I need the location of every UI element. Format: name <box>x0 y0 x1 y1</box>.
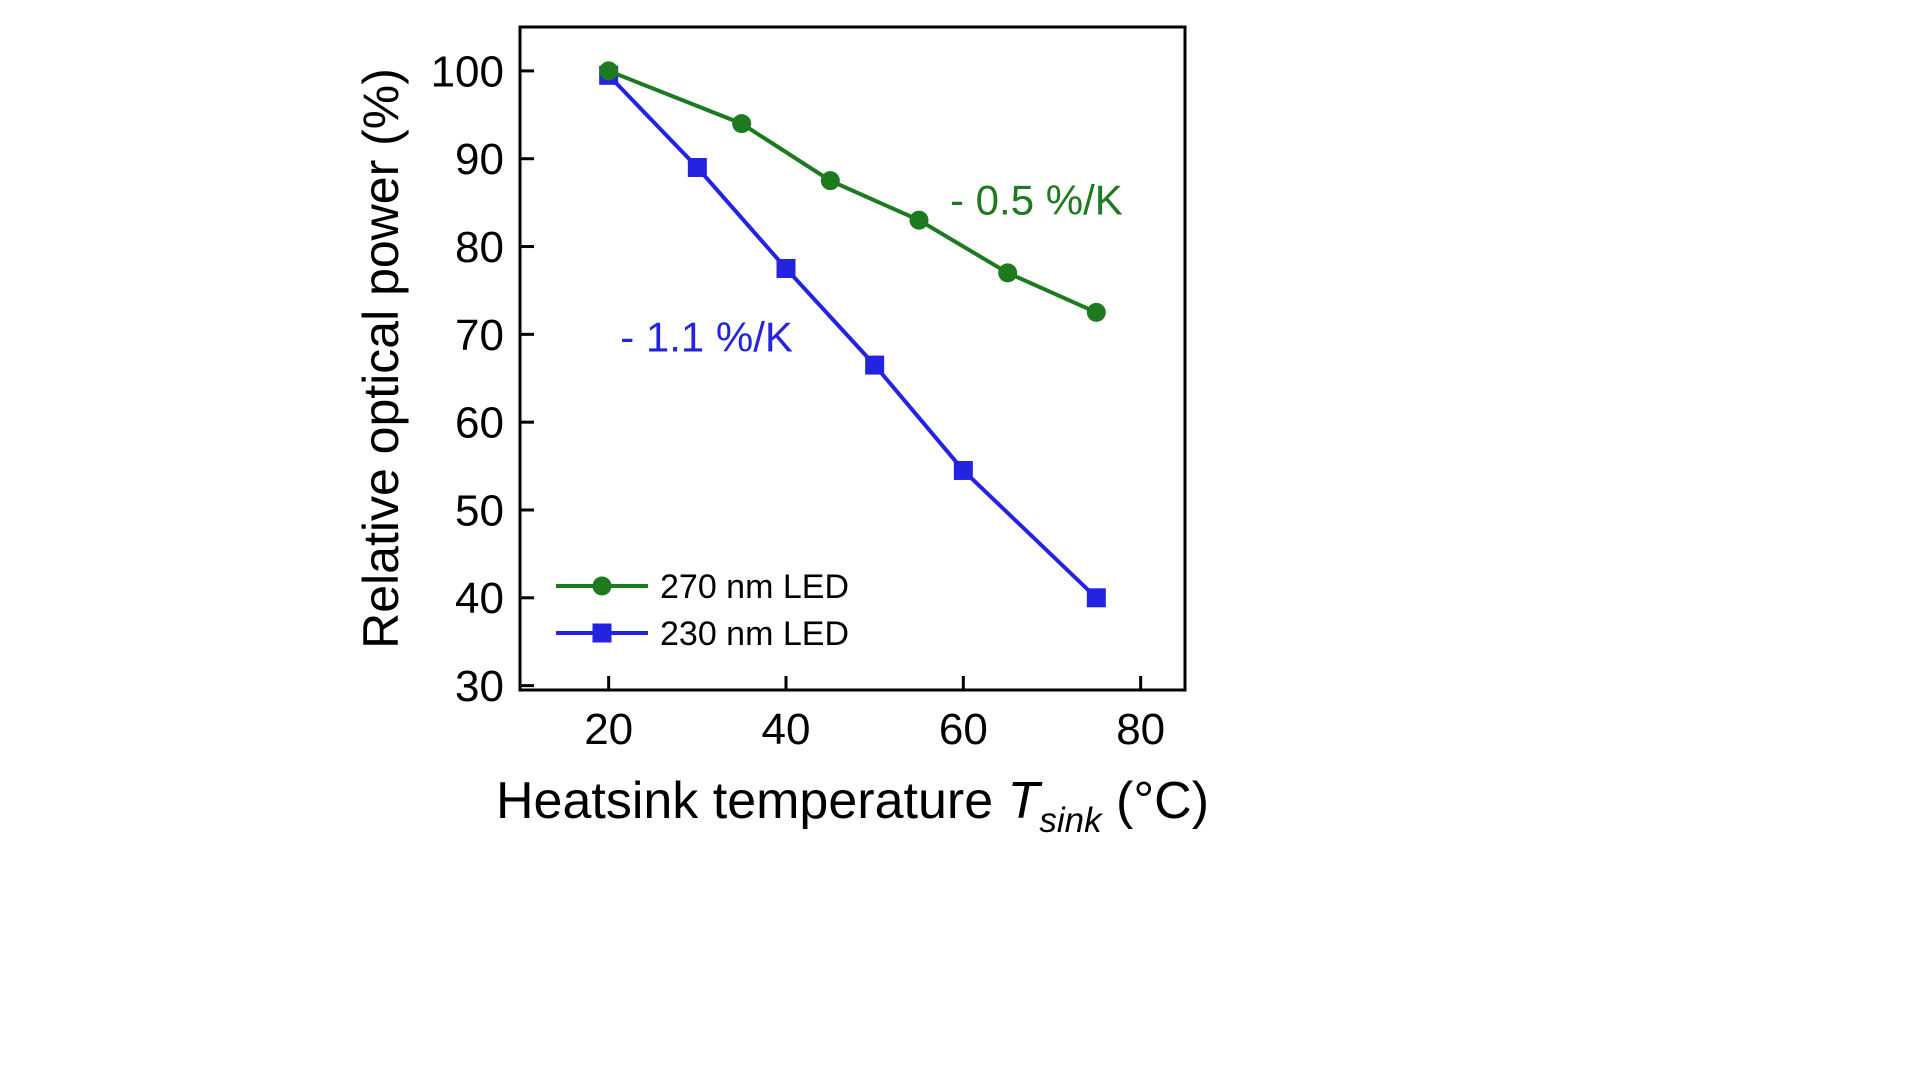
slope-annotation: - 1.1 %/K <box>620 314 793 361</box>
x-tick-label: 80 <box>1116 705 1165 754</box>
legend-label: 270 nm LED <box>660 568 849 606</box>
series-line <box>607 73 1098 600</box>
x-tick-label: 60 <box>939 705 988 754</box>
y-axis: 30 40 50 60 70 80 90 100 <box>431 47 534 711</box>
data-point-square <box>687 158 707 178</box>
data-point-circle <box>820 171 840 191</box>
data-point-square <box>865 355 885 375</box>
data-point-circle <box>1086 302 1106 322</box>
y-axis-title: Relative optical power (%) <box>353 68 409 649</box>
legend-marker-square <box>592 623 612 643</box>
x-tick-label: 40 <box>762 705 811 754</box>
y-tick-label: 70 <box>455 311 504 360</box>
data-point-square <box>953 460 973 480</box>
series-270-nm-led <box>599 61 1106 322</box>
y-tick-label: 80 <box>455 223 504 272</box>
series-line <box>607 69 1098 315</box>
slope-annotation: - 0.5 %/K <box>950 177 1123 224</box>
legend: 270 nm LED 230 nm LED <box>556 568 849 653</box>
y-tick-label: 50 <box>455 486 504 535</box>
annotations: - 0.5 %/K - 1.1 %/K <box>620 177 1123 361</box>
x-axis-title: Heatsink temperature Tsink (°C) <box>496 772 1209 840</box>
data-point-circle <box>998 263 1018 283</box>
legend-marker-circle <box>592 576 612 596</box>
x-tick-label: 20 <box>584 705 633 754</box>
data-point-circle <box>599 61 619 81</box>
y-tick-label: 100 <box>431 47 504 96</box>
series-230-nm-led <box>599 65 1106 608</box>
y-tick-label: 40 <box>455 574 504 623</box>
y-tick-label: 30 <box>455 662 504 711</box>
data-point-circle <box>732 114 752 134</box>
legend-label: 230 nm LED <box>660 615 849 653</box>
plot-frame <box>518 25 1187 692</box>
data-point-circle <box>909 210 929 230</box>
data-point-square <box>776 258 796 278</box>
x-axis: 20 40 60 80 <box>584 676 1165 754</box>
data-point-square <box>1086 588 1106 608</box>
y-tick-label: 60 <box>455 399 504 448</box>
y-tick-label: 90 <box>455 135 504 184</box>
